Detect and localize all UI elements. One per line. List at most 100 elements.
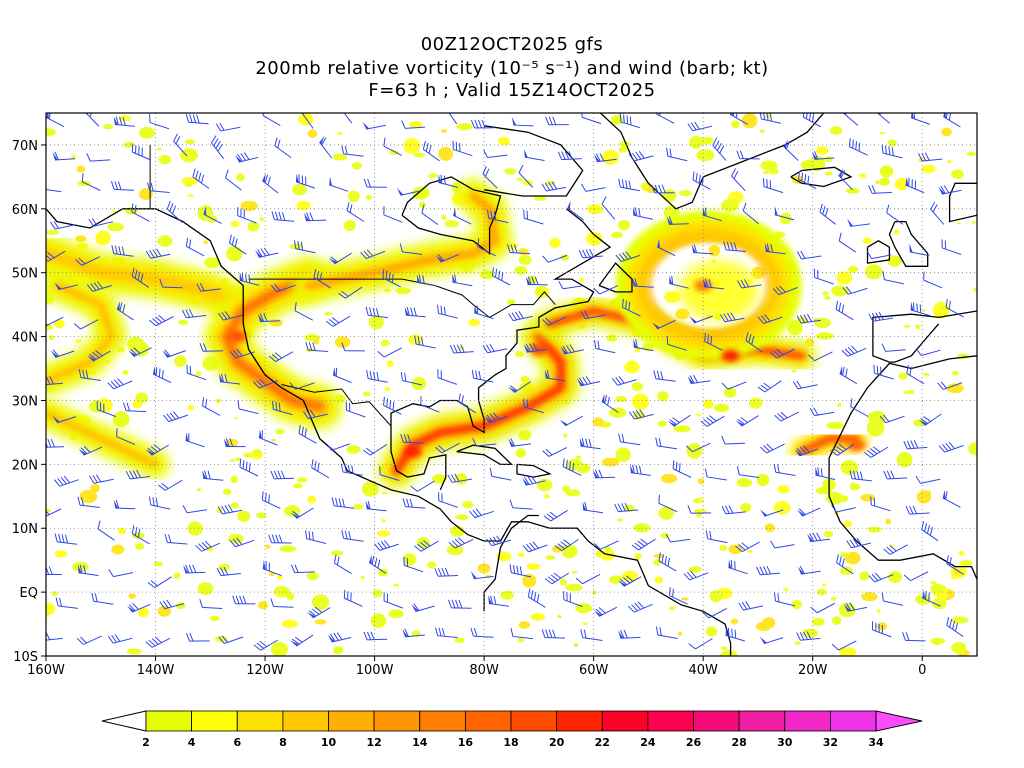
wind-barb [849, 138, 868, 156]
map-frame [45, 112, 978, 657]
wind-barb [215, 122, 241, 132]
wind-barb [615, 251, 641, 263]
wind-barb [611, 376, 637, 386]
wind-barb [477, 238, 496, 257]
wind-barb [345, 401, 366, 418]
wind-barb [560, 344, 584, 355]
wind-barb [46, 438, 65, 448]
colorbar-label: 2 [142, 736, 150, 749]
iceland [790, 166, 853, 188]
wind-barb [164, 534, 188, 545]
wind-barb [232, 595, 256, 605]
political-boundary [281, 384, 392, 427]
wind-barb [541, 316, 567, 326]
wind-barb [807, 532, 831, 543]
chart-title-line-1: 00Z12OCT2025 gfs [420, 34, 604, 55]
wind-barb [438, 492, 458, 508]
wind-barb [946, 555, 964, 575]
wind-barb [488, 595, 509, 607]
vorticity-maximum [403, 445, 422, 458]
wind-barb [339, 113, 353, 124]
wind-barb [509, 564, 532, 578]
wind-barb [199, 343, 224, 352]
wind-barb [850, 398, 869, 417]
wind-barb [262, 173, 279, 194]
wind-barb [290, 634, 314, 647]
wind-barb [653, 370, 676, 382]
wind-barb [166, 200, 183, 223]
wind-barb [293, 240, 316, 254]
wind-barb [145, 444, 169, 456]
atlantic-cyclone-vorticity [615, 210, 802, 361]
wind-barb [523, 209, 544, 225]
wind-barb [196, 283, 221, 292]
wind-barb [483, 149, 508, 158]
wind-barb [303, 409, 328, 420]
wind-barb [298, 424, 317, 444]
wind-barb [810, 602, 836, 614]
map-panel [46, 113, 977, 656]
wind-barb [580, 310, 606, 320]
mexico-gulf [390, 426, 447, 491]
wind-barb [559, 415, 584, 427]
wind-barb [403, 556, 424, 573]
wind-barb [458, 393, 476, 414]
wind-barb [830, 443, 855, 456]
british-isles [888, 220, 929, 267]
wind-barb [239, 458, 259, 477]
wind-barb [185, 237, 205, 257]
wind-barb [474, 304, 494, 320]
wind-barb [541, 181, 567, 192]
wind-barb [692, 171, 711, 190]
coastlines [46, 113, 977, 656]
colorbar-swatch [328, 710, 375, 732]
wind-barb [237, 207, 257, 224]
wind-barb [813, 268, 834, 285]
wind-barb [666, 335, 687, 351]
colorbar-swatch [601, 710, 649, 732]
wind-barb [435, 253, 460, 263]
chart-title-line-2: 200mb relative vorticity (10⁻⁵ s⁻¹) and … [255, 58, 769, 79]
wind-barb [452, 273, 473, 287]
wind-barb [50, 349, 75, 358]
wind-barb [883, 470, 908, 480]
wind-barb [809, 407, 835, 417]
wind-barb [272, 400, 293, 416]
vorticity-maximum [228, 330, 247, 343]
wind-barb [735, 415, 759, 427]
wind-barb [905, 505, 930, 515]
latitude-tick-label: 10S [13, 650, 38, 665]
wind-barb [338, 286, 363, 299]
wind-barb [618, 178, 640, 192]
wind-barb [923, 271, 943, 289]
wind-barb [469, 508, 494, 519]
wind-barb [437, 369, 458, 385]
wind-barb [271, 211, 295, 222]
colorbar-label: 8 [279, 736, 287, 749]
wind-barb [721, 381, 747, 390]
wind-barb [453, 207, 472, 225]
longitude-tick-label: 100W [356, 663, 394, 678]
wind-barb [325, 315, 351, 327]
latitude-tick-label: 40N [12, 331, 38, 346]
wind-barb [655, 626, 678, 639]
wind-barb [882, 271, 904, 285]
wind-barb [159, 278, 183, 289]
wind-barb [921, 521, 939, 542]
wind-barb [509, 499, 533, 510]
wind-barb [116, 428, 136, 446]
colorbar-swatch [282, 710, 329, 732]
longitude-axis: 160W 140W 120W 100W 80W 60W 40W 20W 0 [27, 656, 926, 678]
wind-barb [127, 602, 151, 613]
wind-barb [563, 591, 583, 608]
latitude-tick-label: EQ [20, 586, 38, 601]
wind-barb [541, 629, 565, 639]
longitude-tick-label: 0 [918, 663, 926, 678]
wind-barb [75, 256, 101, 266]
wind-barb [46, 113, 65, 128]
wind-barb [159, 599, 185, 610]
wind-barb [163, 411, 188, 423]
wind-barb [311, 459, 330, 479]
wind-barb [930, 201, 945, 225]
wind-barb [472, 438, 497, 447]
